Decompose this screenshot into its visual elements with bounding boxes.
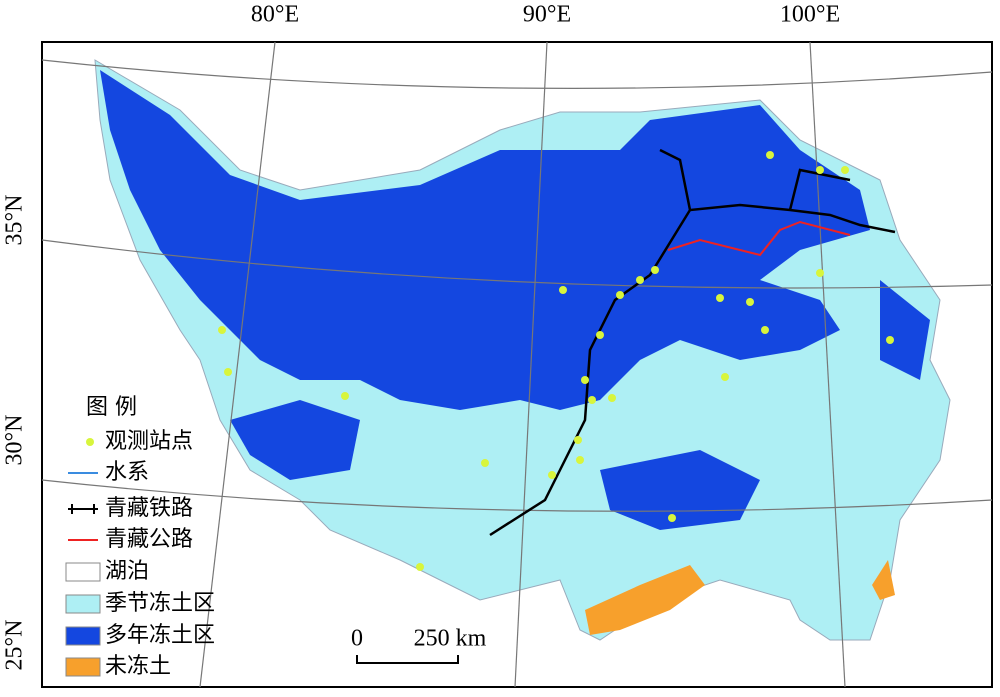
longitude-label: 80°E [251,2,299,28]
graticule-line [809,41,846,688]
latitude-label: 35°N [2,195,28,246]
railway [489,148,896,537]
legend-label: 湖泊 [105,559,149,584]
legend-label: 观测站点 [105,429,193,454]
longitude-label: 100°E [780,2,840,28]
scale-bar [356,655,459,664]
graticule-line [41,59,993,89]
graticule-line [41,239,993,289]
graticule-line [199,41,276,688]
legend-symbol [86,438,94,446]
legend-label: 未冻土 [105,654,171,679]
scale-label: 0 [351,626,363,652]
latitude-label: 30°N [2,415,28,466]
stations [218,151,894,571]
legend-symbol [65,562,101,582]
unfrozen [872,560,895,600]
legend-label: 水系 [105,460,149,485]
graticule-line [41,479,993,512]
legend-label: 多年冻土区 [105,623,215,648]
legend-symbol [65,626,101,646]
legend-title: 图 例 [86,395,137,420]
highway [667,220,851,257]
legend-label: 季节冻土区 [105,591,215,616]
legend-symbol [65,594,101,614]
longitude-label: 90°E [523,2,571,28]
unfrozen [585,565,705,635]
legend-label: 青藏铁路 [105,496,193,521]
permafrost [100,70,870,410]
legend-label: 青藏公路 [105,527,193,552]
permafrost [230,400,360,480]
graticule-line [514,41,548,688]
legend-symbol [65,657,101,677]
latitude-label: 25°N [2,620,28,671]
scale-label: 250 km [414,626,487,652]
permafrost [880,280,930,380]
legend-symbol [68,504,98,514]
